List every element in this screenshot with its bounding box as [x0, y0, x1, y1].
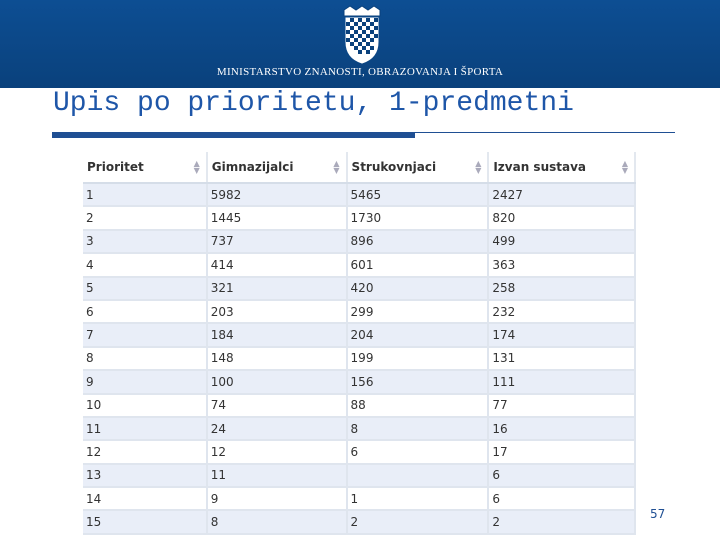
- table-cell: 88: [346, 393, 490, 418]
- table-row: 10 74 88 77: [83, 393, 636, 418]
- table-cell: 2: [83, 206, 208, 231]
- table-cell: 204: [346, 323, 490, 348]
- table-cell: 1445: [206, 206, 348, 231]
- table-container: Prioritet ▲ ▼ Gimnazijalci ▲ ▼ Strukovnjaci ▲ ▼ I…: [83, 152, 636, 540]
- table-cell: 6: [346, 440, 490, 465]
- table-cell: 131: [488, 346, 636, 372]
- table-row: 2 1445 1730 820: [83, 206, 636, 231]
- coat-of-arms: [343, 5, 381, 64]
- table-cell: 8: [83, 346, 208, 372]
- table-row: 3 737 896 499: [83, 229, 636, 255]
- table-cell: 11: [83, 416, 208, 442]
- table-cell: 499: [488, 229, 636, 255]
- table-cell: 12: [83, 440, 208, 465]
- table-cell: 1: [83, 183, 208, 208]
- table-cell: 16: [488, 416, 636, 442]
- table-cell: 5: [83, 276, 208, 301]
- table-row: 12 12 6 17: [83, 440, 636, 465]
- table-cell: 174: [488, 323, 636, 348]
- column-title: Izvan sustava: [493, 160, 587, 174]
- page-number: 57: [650, 507, 666, 521]
- table-row: 9 100 156 111: [83, 370, 636, 395]
- sort-arrows: ▲ ▼: [621, 159, 628, 175]
- sort-arrows: ▲ ▼: [193, 159, 200, 175]
- table-cell: 5465: [346, 183, 490, 208]
- column-title: Prioritet: [87, 160, 144, 174]
- table-cell: 258: [488, 276, 636, 301]
- table-row: 4 414 601 363: [83, 253, 636, 278]
- header-row: Prioritet ▲ ▼ Gimnazijalci ▲ ▼ Strukovnjaci ▲ ▼ I…: [83, 152, 636, 184]
- table-row: 1 5982 5465 2427: [83, 183, 636, 208]
- table-cell: 601: [346, 253, 490, 278]
- title-rule: [52, 132, 415, 138]
- title-rule-thin: [415, 132, 675, 133]
- table-cell: 148: [206, 346, 348, 372]
- table-cell: 17: [488, 440, 636, 465]
- table-cell: 737: [206, 229, 348, 255]
- table-cell: 203: [206, 299, 348, 325]
- table-cell: 420: [346, 276, 490, 301]
- table-cell: 5982: [206, 183, 348, 208]
- column-header[interactable]: Strukovnjaci ▲ ▼: [346, 152, 490, 184]
- sort-arrows: ▲ ▼: [333, 159, 340, 175]
- table-cell: [346, 463, 490, 489]
- table-cell: 4: [83, 253, 208, 278]
- table-cell: 12: [206, 440, 348, 465]
- table-cell: 1730: [346, 206, 490, 231]
- table-row: 6 203 299 232: [83, 299, 636, 325]
- table-cell: 156: [346, 370, 490, 395]
- column-title: Strukovnjaci: [351, 160, 437, 174]
- table-cell: 199: [346, 346, 490, 372]
- table-row: 11 24 8 16: [83, 416, 636, 442]
- column-title: Gimnazijalci: [211, 160, 294, 174]
- table-cell: 15: [83, 510, 208, 535]
- table-cell: 6: [488, 463, 636, 489]
- table-cell: 6: [488, 487, 636, 512]
- table-cell: 100: [206, 370, 348, 395]
- table-body: 1 5982 5465 2427 2 1445 1730 820 3 737 896 499 4 414 6…: [83, 183, 636, 535]
- slide-title: Upis po prioritetu, 1-predmetni: [53, 88, 574, 119]
- table-cell: 820: [488, 206, 636, 231]
- table-cell: 77: [488, 393, 636, 418]
- table-cell: 9: [83, 370, 208, 395]
- table-cell: 6: [83, 299, 208, 325]
- table-cell: 11: [206, 463, 348, 489]
- table-cell: 2427: [488, 183, 636, 208]
- table-cell: 9: [206, 487, 348, 512]
- column-header[interactable]: Izvan sustava ▲ ▼: [488, 152, 636, 184]
- table-cell: 8: [346, 416, 490, 442]
- table-cell: 2: [346, 510, 490, 535]
- table-cell: 14: [83, 487, 208, 512]
- table-cell: 3: [83, 229, 208, 255]
- table-row: 13 11 6: [83, 463, 636, 489]
- data-table: Prioritet ▲ ▼ Gimnazijalci ▲ ▼ Strukovnjaci ▲ ▼ I…: [83, 152, 636, 535]
- table-row: 14 9 1 6: [83, 487, 636, 512]
- table-cell: 111: [488, 370, 636, 395]
- table-cell: 184: [206, 323, 348, 348]
- table-cell: 24: [206, 416, 348, 442]
- table-row: 7 184 204 174: [83, 323, 636, 348]
- table-cell: 1: [346, 487, 490, 512]
- table-cell: 13: [83, 463, 208, 489]
- table-cell: 8: [206, 510, 348, 535]
- table-cell: 414: [206, 253, 348, 278]
- ministry-name: MINISTARSTVO ZNANOSTI, OBRAZOVANJA I ŠPO…: [216, 66, 504, 78]
- header-banner: MINISTARSTVO ZNANOSTI, OBRAZOVANJA I ŠPO…: [0, 0, 720, 88]
- table-row: 5 321 420 258: [83, 276, 636, 301]
- table-cell: 232: [488, 299, 636, 325]
- table-cell: 74: [206, 393, 348, 418]
- sort-arrows: ▲ ▼: [475, 159, 482, 175]
- table-cell: 299: [346, 299, 490, 325]
- column-header[interactable]: Gimnazijalci ▲ ▼: [206, 152, 348, 184]
- table-row: 15 8 2 2: [83, 510, 636, 535]
- table-cell: 10: [83, 393, 208, 418]
- table-row: 8 148 199 131: [83, 346, 636, 372]
- column-header[interactable]: Prioritet ▲ ▼: [83, 152, 208, 184]
- table-cell: 7: [83, 323, 208, 348]
- table-cell: 363: [488, 253, 636, 278]
- table-cell: 2: [488, 510, 636, 535]
- table-cell: 321: [206, 276, 348, 301]
- table-cell: 896: [346, 229, 490, 255]
